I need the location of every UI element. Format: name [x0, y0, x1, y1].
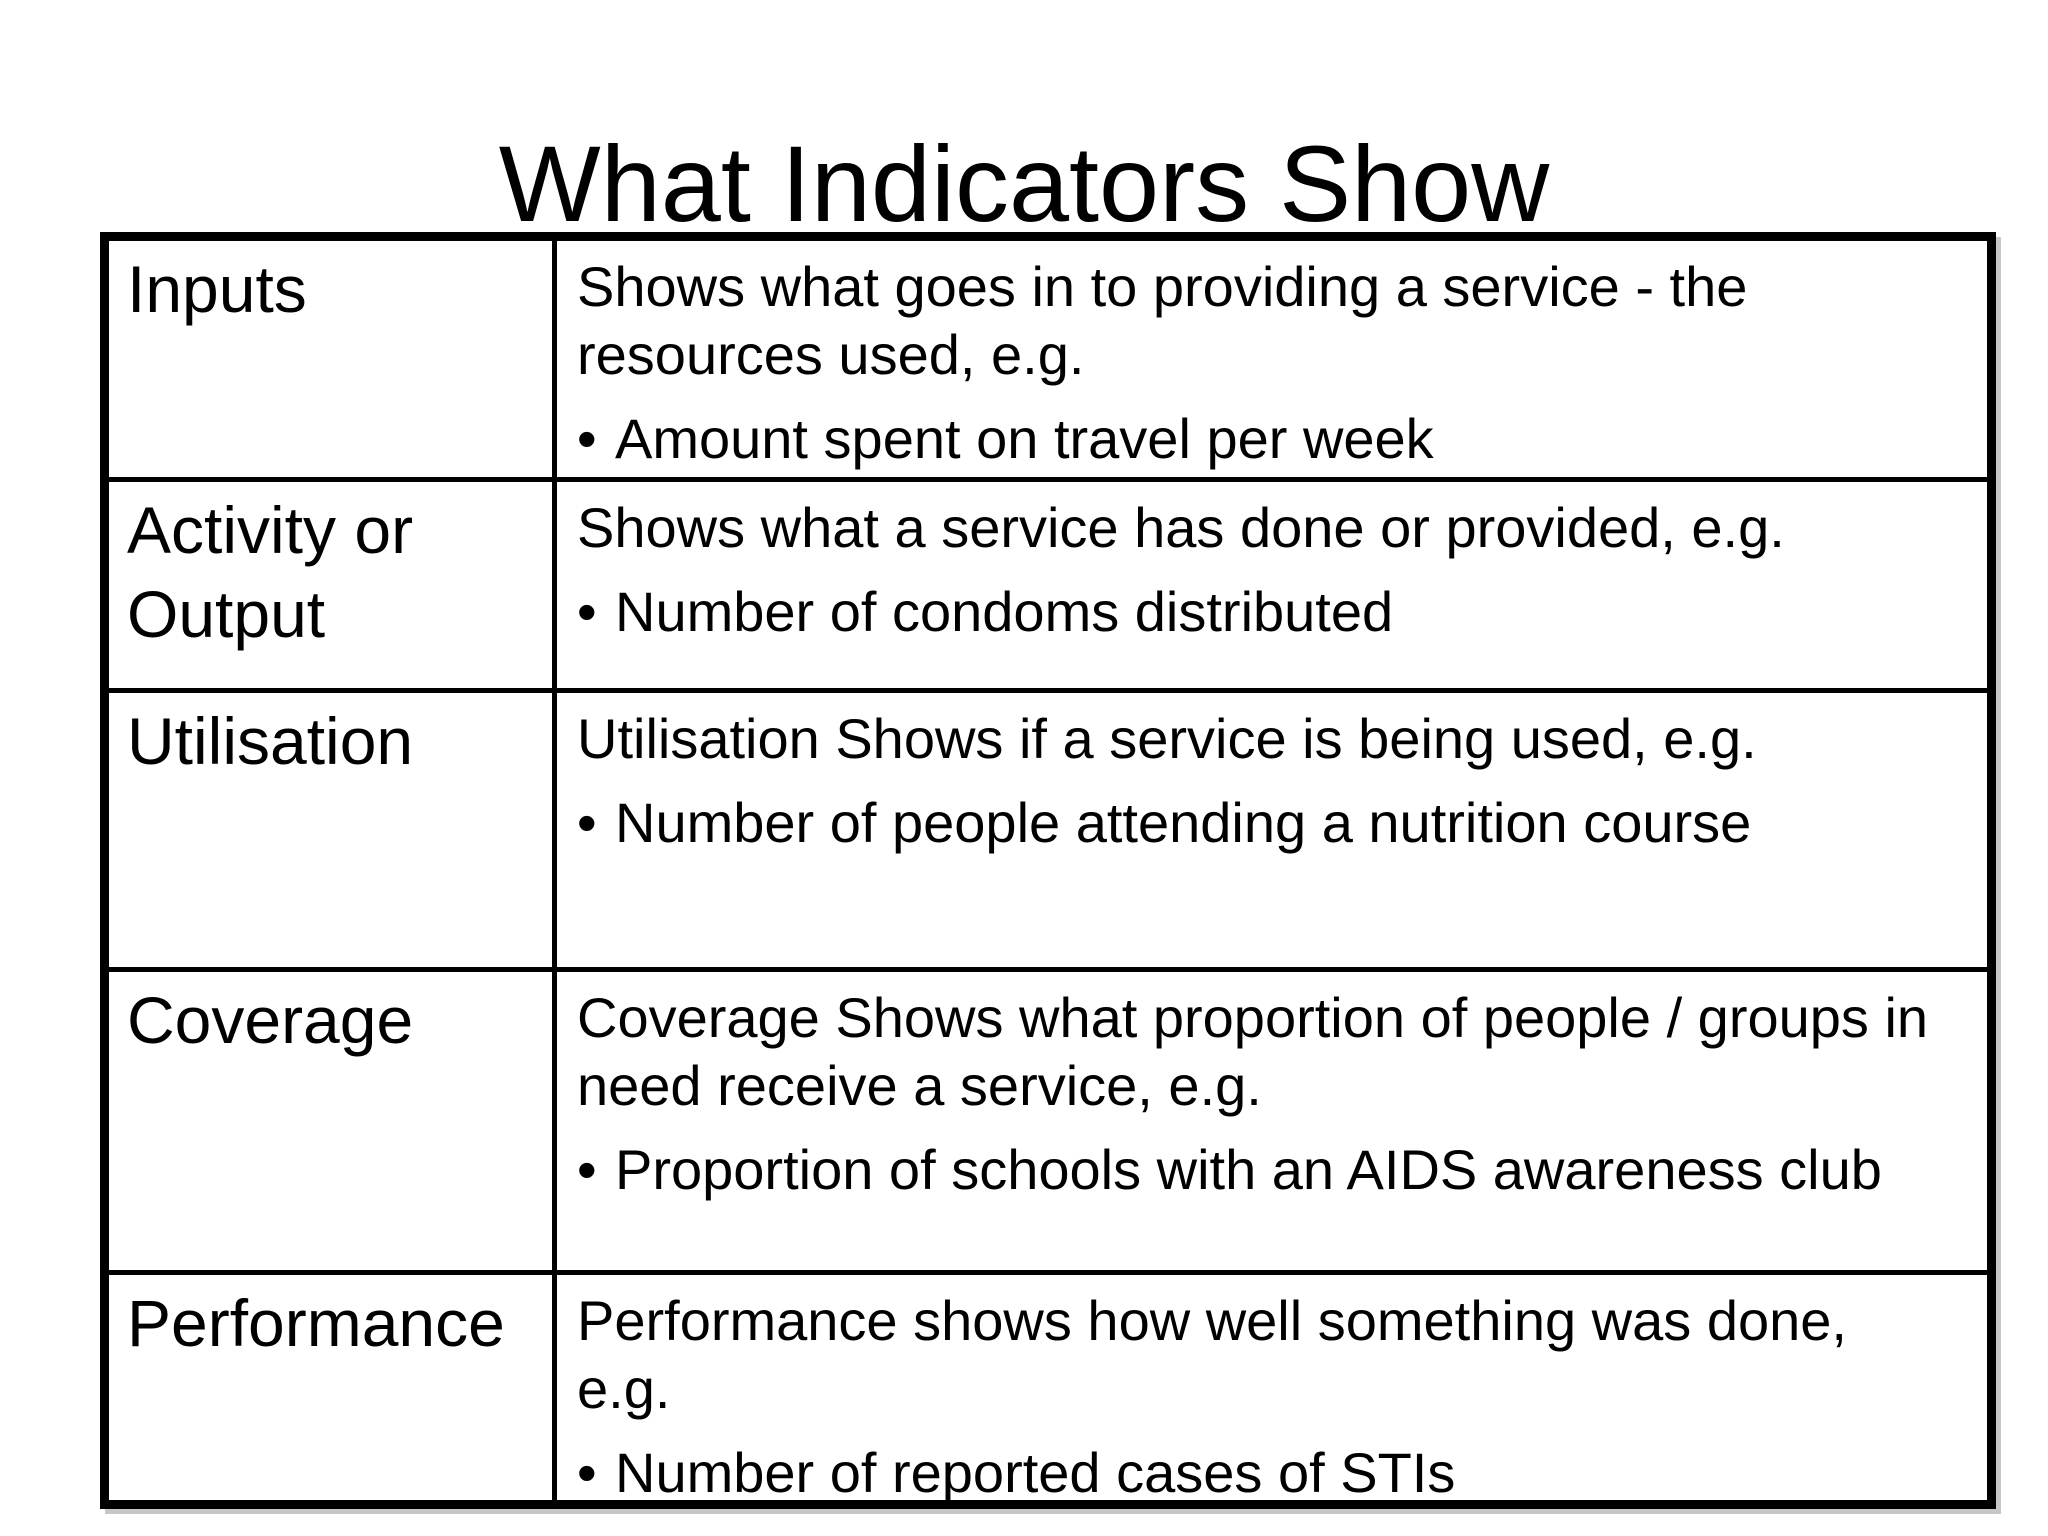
row-description: Shows what goes in to providing a servic… [557, 241, 1987, 477]
description-intro-line: need receive a service, e.g. [577, 1054, 1262, 1117]
description-intro: Performance shows how well something was… [577, 1287, 1971, 1423]
row-label-line: Output [127, 577, 326, 651]
row-description: Shows what a service has done or provide… [557, 482, 1987, 688]
bullet-item: • Amount spent on travel per week [577, 405, 1971, 473]
bullet-text: Number of condoms distributed [615, 580, 1394, 643]
description-intro-line: Shows what goes in to providing a servic… [577, 255, 1748, 318]
row-description: Utilisation Shows if a service is being … [557, 693, 1987, 967]
description-intro: Shows what a service has done or provide… [577, 494, 1971, 562]
row-label-line: Coverage [127, 983, 414, 1057]
table-row: Utilisation Utilisation Shows if a servic… [109, 688, 1987, 967]
row-label: Performance [109, 1275, 557, 1500]
row-label: Inputs [109, 241, 557, 477]
description-intro: Coverage Shows what proportion of people… [577, 984, 1971, 1120]
indicators-table: Inputs Shows what goes in to providing a … [100, 232, 1996, 1509]
bullet-text: Number of reported cases of STIs [615, 1441, 1456, 1500]
table-row: Activity or Output Shows what a service ha… [109, 477, 1987, 688]
bullet-item: • Number of people attending a nutrition … [577, 789, 1971, 857]
bullet-text: Amount spent on travel per week [615, 407, 1434, 470]
description-intro-line: Utilisation Shows if a service is being … [577, 707, 1757, 770]
table-row: Coverage Coverage Shows what proportion o… [109, 967, 1987, 1270]
row-description: Coverage Shows what proportion of people… [557, 972, 1987, 1270]
row-label-line: Activity or [127, 493, 414, 567]
description-intro: Shows what goes in to providing a servic… [577, 253, 1971, 389]
bullet-icon: • [577, 791, 597, 854]
row-label: Activity or Output [109, 482, 557, 688]
description-intro-line: Shows what a service has done or provide… [577, 496, 1785, 559]
row-label-line: Inputs [127, 252, 307, 326]
bullet-icon: • [577, 407, 597, 470]
bullet-item: • Number of reported cases of STIs [577, 1439, 1971, 1500]
row-label-line: Utilisation [127, 704, 414, 778]
row-label: Coverage [109, 972, 557, 1270]
description-intro-line: Coverage Shows what proportion of people… [577, 986, 1929, 1049]
description-intro-line: resources used, e.g. [577, 323, 1085, 386]
description-intro: Utilisation Shows if a service is being … [577, 705, 1971, 773]
bullet-icon: • [577, 1138, 597, 1201]
bullet-item: • Number of condoms distributed [577, 578, 1971, 646]
bullet-text: Number of people attending a nutrition c… [615, 791, 1752, 854]
table-row: Performance Performance shows how well so… [109, 1270, 1987, 1500]
row-description: Performance shows how well something was… [557, 1275, 1987, 1500]
row-label-line: Performance [127, 1286, 505, 1360]
bullet-item: • Proportion of schools with an AIDS awar… [577, 1136, 1971, 1204]
table-row: Inputs Shows what goes in to providing a … [109, 241, 1987, 477]
bullet-text: Proportion of schools with an AIDS aware… [615, 1138, 1882, 1201]
bullet-icon: • [577, 1441, 597, 1500]
description-intro-line: e.g. [577, 1357, 671, 1420]
bullet-icon: • [577, 580, 597, 643]
row-label: Utilisation [109, 693, 557, 967]
page-title: What Indicators Show [498, 123, 1550, 245]
description-intro-line: Performance shows how well something was… [577, 1289, 1847, 1352]
